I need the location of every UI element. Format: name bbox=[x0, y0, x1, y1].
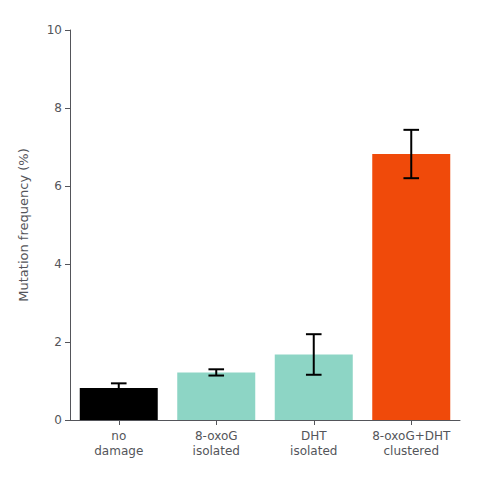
svg-text:DHT: DHT bbox=[301, 429, 327, 443]
svg-text:8-oxoG+DHT: 8-oxoG+DHT bbox=[372, 429, 451, 443]
svg-text:damage: damage bbox=[94, 444, 143, 458]
svg-text:10: 10 bbox=[47, 23, 62, 37]
svg-text:0: 0 bbox=[54, 413, 62, 427]
svg-text:8: 8 bbox=[54, 101, 62, 115]
svg-text:4: 4 bbox=[54, 257, 62, 271]
svg-text:no: no bbox=[111, 429, 126, 443]
svg-text:isolated: isolated bbox=[290, 444, 337, 458]
svg-text:2: 2 bbox=[54, 335, 62, 349]
svg-text:clustered: clustered bbox=[383, 444, 439, 458]
svg-text:6: 6 bbox=[54, 179, 62, 193]
svg-text:8-oxoG: 8-oxoG bbox=[195, 429, 238, 443]
svg-text:Mutation frequency (%): Mutation frequency (%) bbox=[16, 148, 31, 301]
svg-text:isolated: isolated bbox=[193, 444, 240, 458]
